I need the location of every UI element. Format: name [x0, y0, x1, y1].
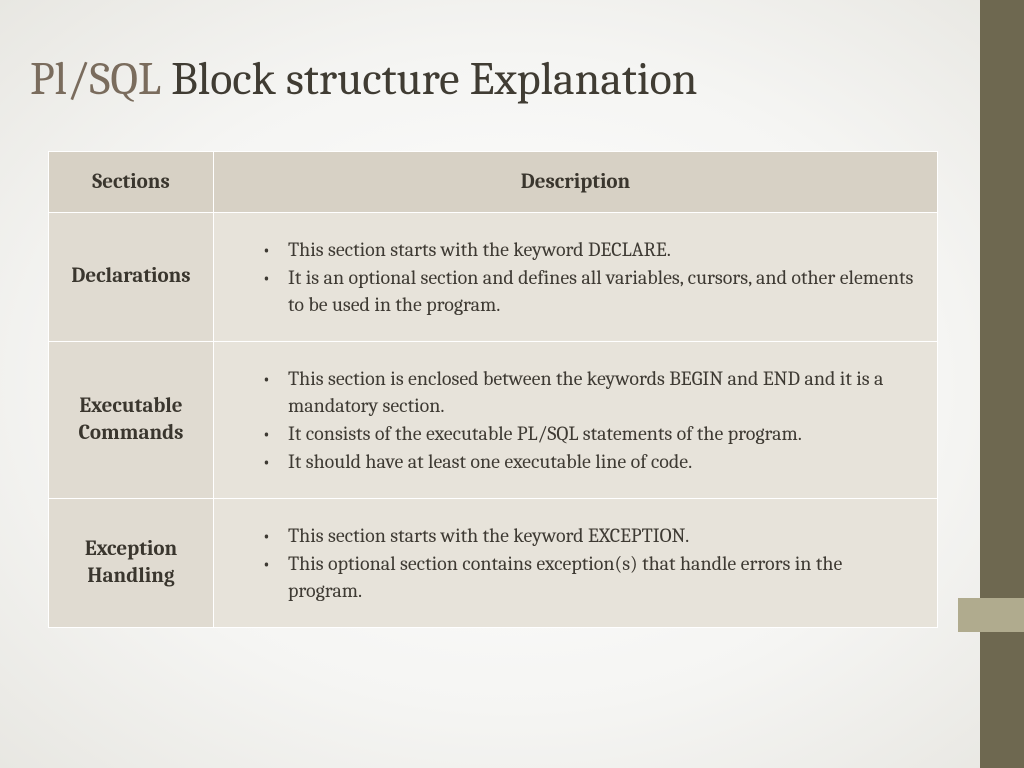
list-item: This optional section contains exception…: [262, 550, 919, 604]
section-cell: Exception Handling: [49, 498, 214, 627]
header-description: Description: [214, 151, 938, 212]
section-cell: Declarations: [49, 212, 214, 341]
block-structure-table: Sections Description Declarations This se…: [48, 151, 938, 628]
header-sections: Sections: [49, 151, 214, 212]
list-item: It consists of the executable PL/SQL sta…: [262, 420, 919, 447]
description-list: This section starts with the keyword DEC…: [224, 236, 919, 318]
list-item: This section starts with the keyword EXC…: [262, 522, 919, 549]
list-item: This section is enclosed between the key…: [262, 365, 919, 419]
title-part2: Block structure Explanation: [161, 53, 697, 106]
slide-title: Pl/SQL Block structure Explanation: [30, 55, 960, 106]
list-item: It should have at least one executable l…: [262, 448, 919, 475]
sidebar-stripe-dark: [980, 0, 1024, 768]
description-cell: This section starts with the keyword EXC…: [214, 498, 938, 627]
list-item: It is an optional section and defines al…: [262, 264, 919, 318]
sidebar-stripe-light: [958, 598, 1024, 632]
description-list: This section is enclosed between the key…: [224, 365, 919, 475]
table-row: Executable Commands This section is enclo…: [49, 341, 938, 498]
table-row: Declarations This section starts with the…: [49, 212, 938, 341]
title-part1: Pl/SQL: [30, 53, 161, 106]
table-header-row: Sections Description: [49, 151, 938, 212]
section-cell: Executable Commands: [49, 341, 214, 498]
description-list: This section starts with the keyword EXC…: [224, 522, 919, 604]
description-cell: This section is enclosed between the key…: [214, 341, 938, 498]
slide-content: Pl/SQL Block structure Explanation Secti…: [30, 55, 960, 628]
table-row: Exception Handling This section starts wi…: [49, 498, 938, 627]
description-cell: This section starts with the keyword DEC…: [214, 212, 938, 341]
list-item: This section starts with the keyword DEC…: [262, 236, 919, 263]
